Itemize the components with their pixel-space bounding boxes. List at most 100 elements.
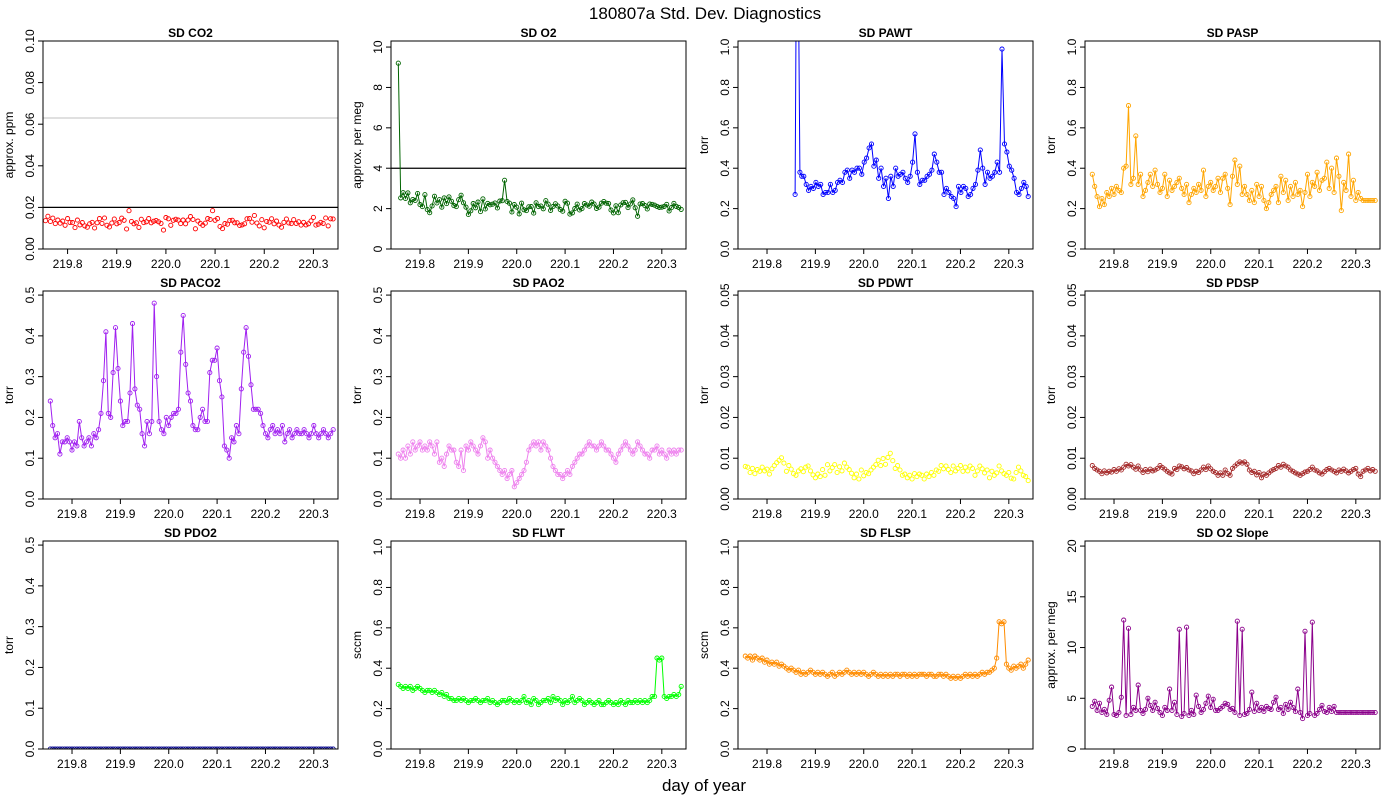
data-point [260, 423, 266, 429]
data-point [444, 201, 450, 207]
data-point [957, 463, 964, 469]
data-point [265, 435, 271, 441]
data-point [151, 300, 157, 306]
y-tick-label: 0.2 [371, 700, 385, 717]
data-point [967, 463, 973, 469]
data-point [407, 683, 413, 689]
data-point [548, 207, 554, 213]
x-tick-label: 219.8 [752, 757, 782, 771]
data-point [499, 198, 505, 204]
data-point [1229, 705, 1236, 711]
data-point [606, 201, 612, 207]
data-point [1176, 463, 1182, 469]
data-point [1295, 471, 1301, 477]
data-point [941, 191, 947, 198]
data-point [91, 431, 97, 437]
x-tick-label: 220.3 [1341, 507, 1371, 521]
data-point [1169, 187, 1175, 193]
data-point [127, 746, 133, 749]
data-point [1353, 465, 1359, 471]
data-point [256, 223, 262, 229]
data-point [187, 746, 194, 749]
data-point [330, 216, 336, 222]
data-point [1176, 626, 1182, 632]
data-point [100, 378, 107, 384]
data-point [883, 175, 889, 181]
plot-area [43, 117, 338, 233]
y-tick-label: 0.04 [23, 154, 37, 178]
data-point [969, 465, 976, 471]
data-point [792, 191, 798, 198]
data-point [136, 224, 142, 230]
data-point [1300, 716, 1306, 722]
data-point [1145, 179, 1151, 185]
data-point [456, 197, 462, 203]
data-point [154, 374, 160, 380]
data-point [415, 190, 421, 197]
data-point [200, 406, 206, 412]
data-point [805, 463, 811, 469]
data-point [291, 431, 298, 437]
data-point [492, 459, 498, 465]
plot-area [1089, 459, 1378, 481]
data-point [632, 447, 638, 453]
panel-title: SD PDSP [1206, 276, 1259, 290]
x-tick-label: 219.9 [800, 257, 830, 271]
data-point [938, 463, 944, 469]
data-point [139, 746, 145, 749]
data-point [320, 427, 327, 433]
data-point [888, 173, 894, 179]
data-point [480, 435, 486, 441]
data-point [820, 467, 826, 473]
data-point [323, 431, 329, 437]
data-point [921, 476, 927, 482]
data-point [229, 746, 235, 749]
plot-frame [42, 540, 339, 750]
data-point [434, 439, 440, 445]
data-point [899, 472, 905, 478]
data-point [953, 468, 959, 474]
x-tick-label: 220.3 [994, 757, 1024, 771]
data-point [516, 211, 522, 217]
data-point [1174, 179, 1180, 185]
y-axis-label: approx. per meg [350, 101, 364, 188]
data-point [1329, 165, 1335, 171]
data-point [262, 746, 269, 749]
plot-area [391, 60, 686, 219]
data-point [448, 198, 455, 204]
data-point [793, 472, 799, 478]
data-point [876, 175, 882, 181]
data-point [1280, 710, 1286, 717]
data-point [1021, 179, 1027, 185]
data-point [989, 468, 995, 474]
data-point [1154, 465, 1161, 471]
plot-frame [42, 290, 339, 500]
data-point [473, 205, 479, 211]
data-point [749, 657, 756, 663]
data-point [1188, 191, 1194, 198]
data-point [120, 746, 126, 749]
data-point [931, 472, 937, 478]
data-point [108, 414, 114, 420]
data-point [637, 201, 643, 207]
data-point [1109, 185, 1115, 191]
data-point [197, 414, 203, 420]
data-point [1125, 103, 1132, 109]
data-point [1140, 469, 1146, 476]
data-point [1246, 706, 1252, 712]
data-point [951, 195, 957, 202]
data-point [180, 312, 186, 319]
data-point [294, 427, 300, 433]
data-point [863, 469, 869, 476]
x-tick-label: 219.9 [453, 257, 483, 271]
data-point [183, 221, 189, 227]
data-point [103, 746, 109, 749]
data-point [316, 435, 322, 441]
data-point [577, 451, 583, 457]
data-point [893, 165, 899, 171]
data-point [521, 207, 527, 213]
x-tick-label: 220.1 [550, 257, 580, 271]
y-tick-label: 0.6 [1065, 119, 1079, 136]
data-point [523, 208, 529, 214]
